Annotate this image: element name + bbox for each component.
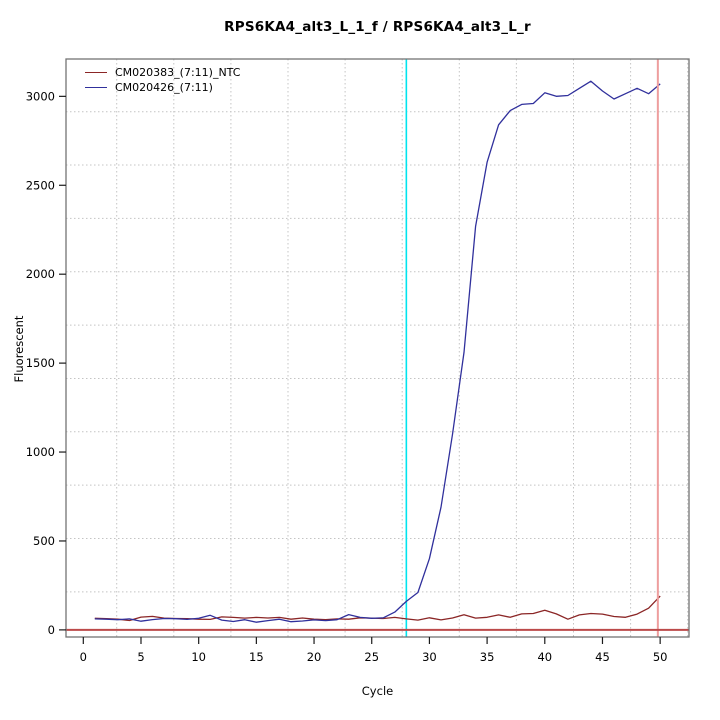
y-tick-label: 0 — [48, 623, 55, 637]
axis-tick-labels: 0 5 10 15 20 25 30 35 40 45 5005001000150020002500… — [26, 89, 668, 664]
y-tick-label: 3000 — [26, 89, 55, 103]
x-tick-label: 35 — [480, 650, 495, 664]
sample-curve — [94, 80, 661, 623]
x-tick-label: 15 — [249, 650, 264, 664]
x-axis-label: Cycle — [361, 684, 394, 698]
x-tick-label: 50 — [653, 650, 668, 664]
x-tick-label: 30 — [422, 650, 437, 664]
chart-title: RPS6KA4_alt3_L_1_f / RPS6KA4_alt3_L_r — [224, 19, 531, 35]
x-tick-label: 10 — [191, 650, 206, 664]
y-tick-label: 500 — [33, 534, 55, 548]
ntc-curve — [94, 595, 661, 622]
x-tick-label: 0 — [80, 650, 87, 664]
legend-item-ntc: CM020383_(7:11)_NTC — [85, 65, 240, 79]
x-tick-label: 25 — [364, 650, 379, 664]
legend-line-swatch-red — [85, 71, 107, 73]
x-tick-label: 45 — [595, 650, 610, 664]
y-axis-label: Fluorescent — [12, 315, 26, 383]
legend-item-sample: CM020426_(7:11) — [85, 80, 240, 94]
legend-label-ntc: CM020383_(7:11)_NTC — [115, 65, 241, 79]
grid-lines — [66, 59, 689, 637]
x-tick-label: 20 — [307, 650, 322, 664]
axis-ticks — [59, 95, 661, 644]
y-tick-label: 2500 — [26, 178, 55, 192]
legend-line-swatch-blue — [85, 86, 107, 88]
plot-box — [65, 58, 690, 638]
legend: CM020383_(7:11)_NTC CM020426_(7:11) — [85, 65, 240, 94]
y-tick-label: 1500 — [26, 356, 55, 370]
x-tick-label: 40 — [537, 650, 552, 664]
legend-label-sample: CM020426_(7:11) — [115, 80, 213, 94]
y-tick-label: 1000 — [26, 445, 55, 459]
y-tick-label: 2000 — [26, 267, 55, 281]
x-tick-label: 5 — [137, 650, 144, 664]
